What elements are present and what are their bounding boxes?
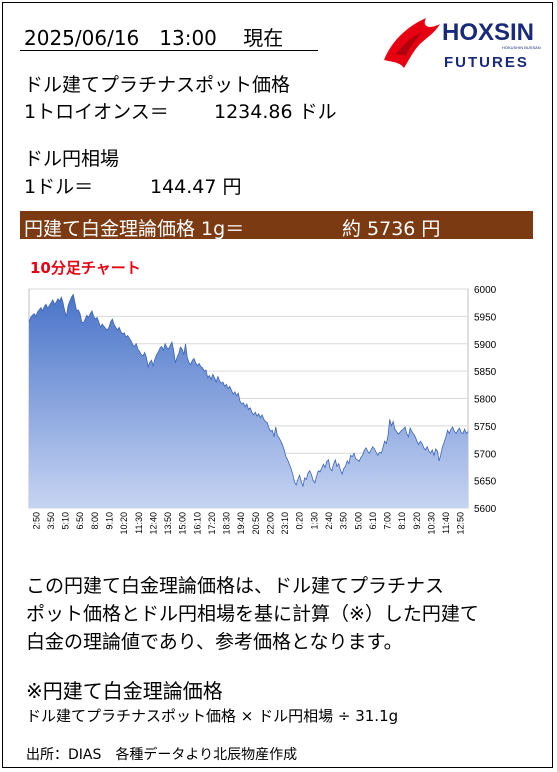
x-tick-label: 10:20 (119, 512, 129, 535)
x-tick-label: 0:20 (295, 512, 305, 530)
x-tick-label: 8:00 (90, 512, 100, 530)
x-tick-label: 11:40 (441, 512, 451, 534)
logo-small-text: HOKUSHIN BUSSAN (502, 45, 541, 50)
platinum-value: 1234.86 ドル (214, 101, 337, 123)
x-tick-label: 5:00 (353, 512, 363, 530)
x-tick-label: 13:50 (163, 512, 173, 535)
y-tick-label: 6000 (474, 285, 497, 296)
y-tick-label: 5800 (474, 395, 497, 406)
result-value: 約 5736 円 (342, 218, 441, 240)
y-tick-label: 5850 (474, 367, 497, 378)
x-tick-label: 7:00 (383, 512, 393, 530)
x-tick-label: 3:50 (46, 512, 56, 530)
x-tick-label: 8:10 (397, 512, 407, 530)
source-note: 出所：DIAS 各種データより北辰物産作成 (26, 747, 298, 763)
description-line-3: 白金の理論値であり、参考価格となります。 (26, 631, 403, 653)
platinum-unit-label: 1トロイオンス＝ (24, 101, 169, 123)
price-area-series (29, 294, 468, 508)
logo-swoosh-detail-icon (396, 32, 422, 56)
hoxsin-logo: HOXSIN HOKUSHIN BUSSAN FUTURES (384, 18, 541, 71)
fx-unit-label: 1ドル＝ (24, 176, 94, 198)
x-tick-label: 10:30 (426, 512, 436, 535)
x-tick-label: 16:10 (192, 512, 202, 535)
x-tick-label: 1:30 (309, 512, 319, 530)
formula-text: ドル建てプラチナスポット価格 × ドル円相場 ÷ 31.1g (26, 707, 399, 725)
formula-title: ※円建て白金理論価格 (26, 679, 223, 703)
x-tick-label: 3:50 (339, 512, 349, 530)
description-line-1: この円建て白金理論価格は、ドル建てプラチナス (26, 575, 445, 597)
price-chart: 5600 5650 5700 5750 5800 5850 5900 5950 6000 2:50… (28, 285, 497, 535)
x-tick-label: 15:00 (178, 512, 188, 535)
x-tick-label: 20:50 (251, 512, 261, 535)
timestamp: 2025/06/16 13:00 現在 (24, 26, 284, 50)
y-tick-label: 5750 (474, 422, 497, 433)
y-tick-label: 5700 (474, 449, 497, 460)
price-line-series (28, 293, 469, 488)
x-tick-label: 2:50 (31, 512, 41, 530)
result-label: 円建て白金理論価格 1g＝ (24, 218, 245, 240)
x-tick-label: 12:50 (456, 512, 466, 535)
x-tick-label: 5:10 (61, 512, 71, 530)
logo-sub-text: FUTURES (444, 54, 529, 71)
description-line-2: ポット価格とドル円相場を基に計算（※）した円建て (26, 603, 479, 625)
x-tick-label: 12:40 (148, 512, 158, 535)
x-tick-label: 17:20 (207, 512, 217, 535)
y-tick-label: 5950 (474, 312, 497, 323)
x-tick-label: 19:40 (236, 512, 246, 535)
fx-title: ドル円相場 (24, 148, 120, 170)
x-tick-label: 6:10 (368, 512, 378, 530)
x-tick-label: 22:00 (265, 512, 275, 535)
timestamp-underline (20, 50, 318, 51)
y-tick-label: 5900 (474, 340, 497, 351)
result-bar: 円建て白金理論価格 1g＝ 約 5736 円 (20, 211, 533, 240)
chart-title: 10分足チャート (30, 259, 141, 277)
y-tick-label: 5650 (474, 477, 497, 488)
x-tick-label: 11:30 (134, 512, 144, 534)
x-tick-label: 9:20 (412, 512, 422, 530)
platinum-title: ドル建てプラチナスポット価格 (24, 74, 291, 96)
x-tick-label: 6:50 (75, 512, 85, 530)
y-tick-label: 5600 (474, 504, 497, 515)
x-tick-label: 23:10 (280, 512, 290, 535)
x-tick-label: 18:30 (222, 512, 232, 535)
logo-main-text: HOXSIN (442, 19, 534, 46)
x-tick-label: 2:40 (324, 512, 334, 530)
fx-value: 144.47 円 (150, 176, 242, 198)
x-tick-label: 9:10 (104, 512, 114, 530)
